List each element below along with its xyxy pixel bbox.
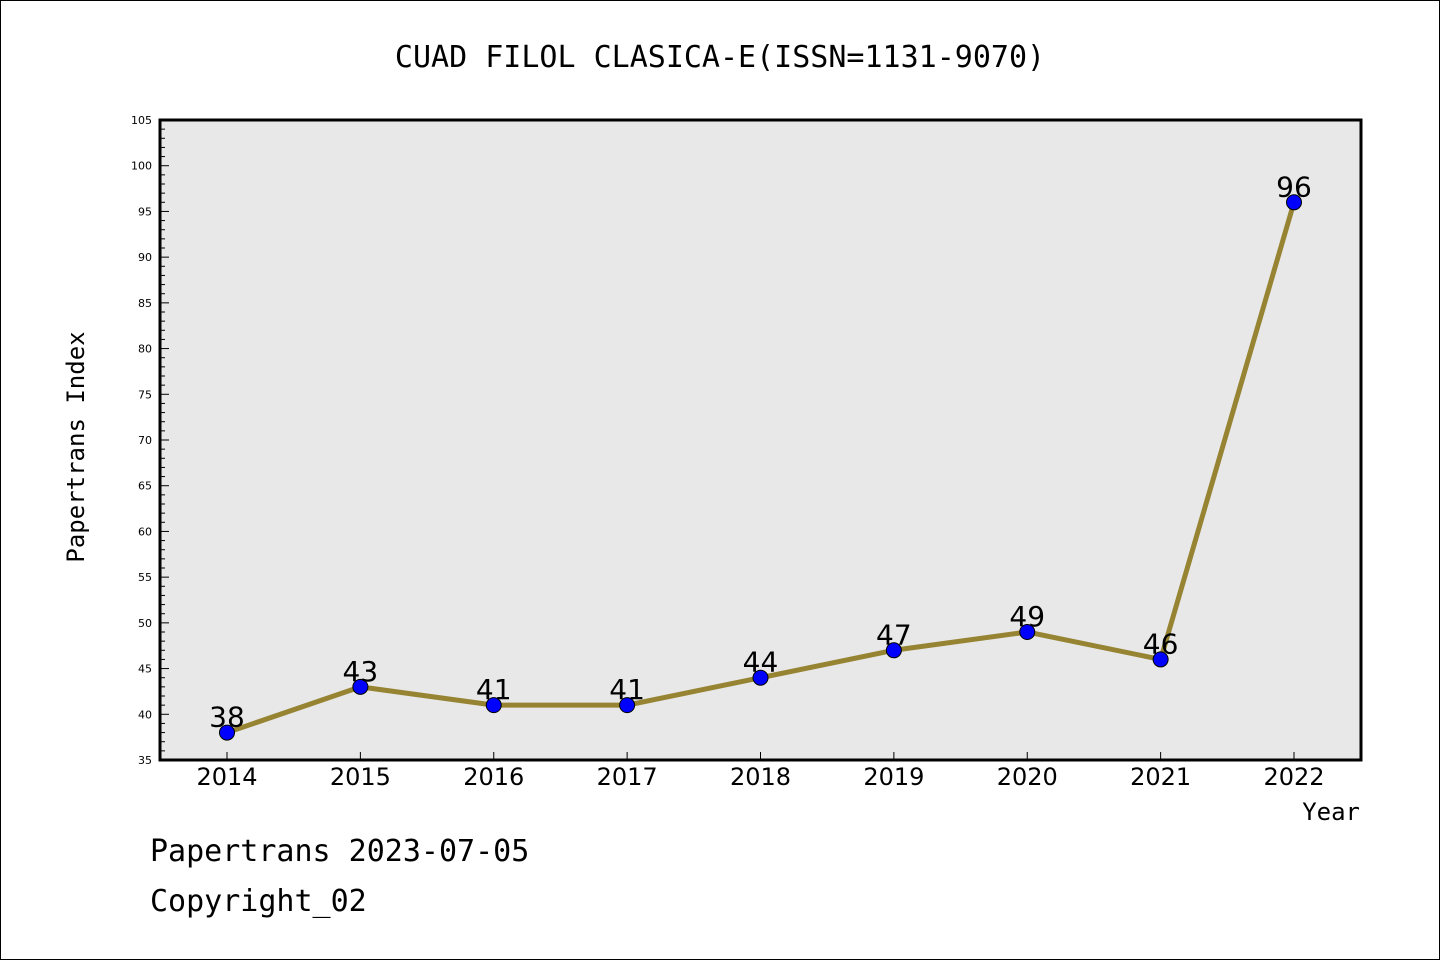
x-tick-label: 2018 — [730, 763, 791, 791]
chart-title: CUAD FILOL CLASICA-E(ISSN=1131-9070) — [395, 40, 1045, 75]
x-tick-label: 2015 — [330, 763, 391, 791]
y-tick-label: 85 — [138, 297, 152, 310]
x-tick-label: 2016 — [463, 763, 524, 791]
data-label: 38 — [209, 701, 245, 734]
y-tick-label: 60 — [138, 525, 152, 538]
y-tick-label: 55 — [138, 571, 152, 584]
y-tick-label: 40 — [138, 708, 152, 721]
data-point — [1286, 194, 1302, 211]
y-tick-label: 95 — [138, 205, 152, 218]
y-tick-label: 45 — [138, 663, 152, 676]
series-layer — [219, 194, 1302, 741]
y-tick-label: 90 — [138, 251, 152, 264]
data-label: 46 — [1143, 627, 1179, 660]
y-axis-label: Papertrans Index — [62, 331, 90, 562]
data-point — [485, 697, 502, 714]
data-label: 43 — [343, 655, 379, 688]
y-tick-label: 100 — [131, 160, 152, 173]
footer-date-line: Papertrans 2023-07-05 — [150, 834, 530, 869]
x-axis-label: Year — [1302, 798, 1360, 826]
data-label: 96 — [1276, 170, 1312, 203]
data-label: 44 — [743, 646, 779, 679]
data-label: 49 — [1009, 600, 1045, 633]
data-point — [1152, 651, 1169, 668]
data-point — [885, 642, 902, 659]
y-tick-label: 65 — [138, 480, 152, 493]
x-tick-label: 2021 — [1130, 763, 1191, 791]
y-tick-label: 105 — [131, 114, 152, 127]
data-label: 47 — [876, 618, 912, 651]
data-point — [352, 678, 369, 695]
y-tick-label: 70 — [138, 434, 152, 447]
x-tick-label: 2017 — [597, 763, 658, 791]
data-point — [619, 697, 636, 714]
x-tick-label: 2020 — [997, 763, 1058, 791]
x-axis: 2014 2015 2016 2017 2018 2019 2020 2021 2022 — [196, 752, 1325, 791]
footer-copyright: Copyright_02 — [150, 884, 367, 919]
y-tick-label: 80 — [138, 343, 152, 356]
y-tick-label: 75 — [138, 388, 152, 401]
data-label: 41 — [609, 673, 645, 706]
data-labels: 38 43 41 41 44 47 49 46 96 — [209, 170, 1312, 733]
data-label: 41 — [476, 673, 512, 706]
y-tick-label: 50 — [138, 617, 152, 630]
data-point — [1019, 624, 1036, 640]
plot-border — [158, 118, 1363, 762]
x-tick-label: 2014 — [196, 763, 257, 791]
data-point — [752, 669, 769, 686]
x-tick-label: 2022 — [1263, 763, 1324, 791]
data-point — [219, 724, 235, 741]
x-tick-label: 2019 — [863, 763, 924, 791]
y-tick-label: 35 — [138, 754, 152, 767]
